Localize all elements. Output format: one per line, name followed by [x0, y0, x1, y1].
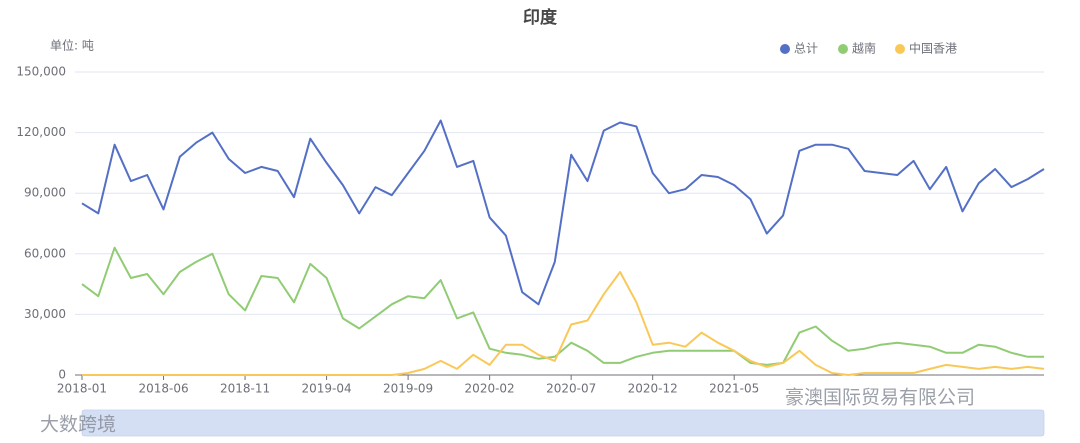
x-tick-label: 2021-05 [709, 382, 759, 396]
y-tick-label: 90,000 [24, 186, 66, 200]
legend-label[interactable]: 越南 [852, 41, 876, 56]
zoom-slider[interactable] [81, 409, 1045, 437]
x-tick-label: 2019-04 [302, 382, 352, 396]
zoom-selection[interactable] [82, 410, 1044, 436]
x-tick-label: 2018-06 [138, 382, 188, 396]
x-tick-label: 2019-09 [383, 382, 433, 396]
series-line [81, 246, 1044, 366]
legend-marker [895, 44, 905, 54]
y-tick-label: 150,000 [16, 65, 66, 79]
legend-label[interactable]: 总计 [794, 42, 818, 56]
x-tick-label: 2018-01 [57, 382, 107, 396]
y-unit-label: 单位: 吨 [50, 38, 94, 53]
x-tick-label: 2018-11 [220, 382, 270, 396]
y-tick-label: 60,000 [24, 246, 66, 260]
x-tick-label: 2020-12 [628, 382, 678, 396]
x-tick-label: 2020-02 [465, 382, 515, 396]
legend-marker [780, 44, 790, 54]
watermark: 大数跨境 [40, 414, 116, 436]
watermark: 豪澳国际贸易有限公司 [785, 387, 975, 409]
y-tick-label: 120,000 [16, 125, 66, 139]
y-tick-label: 0 [58, 368, 66, 382]
legend-marker [838, 44, 848, 54]
x-tick-label: 2020-07 [546, 382, 596, 396]
y-tick-label: 30,000 [24, 307, 66, 321]
series-line [81, 119, 1045, 306]
chart-title: 印度 [523, 7, 558, 28]
series-line [82, 271, 1045, 376]
legend-label[interactable]: 中国香港 [909, 41, 957, 56]
